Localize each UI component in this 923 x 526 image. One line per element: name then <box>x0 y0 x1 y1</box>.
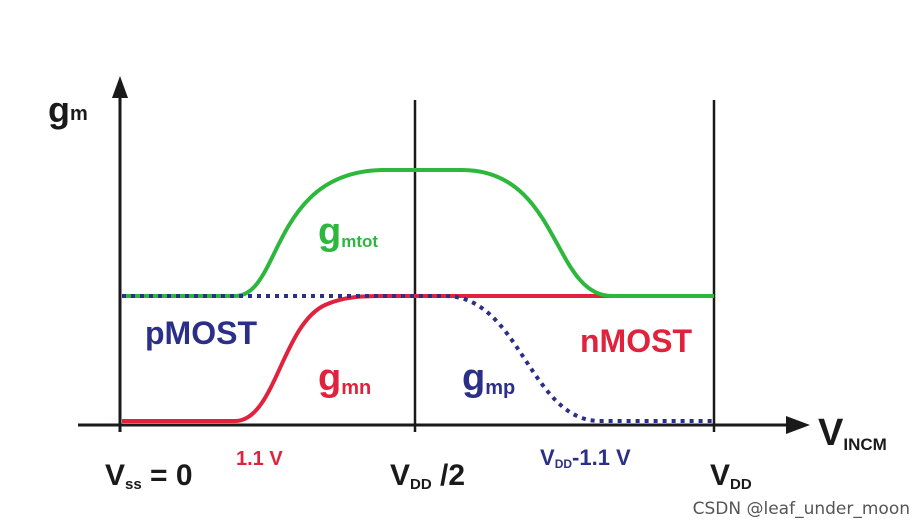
tick-vdd-minus-1-1v: VDD-1.1 V <box>540 445 631 471</box>
watermark: CSDN @leaf_under_moon <box>693 499 910 519</box>
gmtot-label-main: g <box>318 211 341 253</box>
tick-vdd-minus-sub: DD <box>555 457 573 471</box>
y-axis-label-main: g <box>48 89 70 130</box>
gmn-label-sub: mn <box>341 377 371 399</box>
x-axis-arrow-icon <box>786 416 810 434</box>
tick-vdd-sub: DD <box>730 476 752 493</box>
tick-vss-sub: ss <box>125 476 142 493</box>
gmtot-label-sub: mtot <box>341 232 378 251</box>
gmn-label-main: g <box>318 357 341 399</box>
x-axis-label: VINCM <box>818 412 887 454</box>
tick-vdd-main: V <box>710 459 730 492</box>
tick-vdd-half-sub: DD <box>410 476 432 493</box>
x-axis-label-main: V <box>818 412 844 454</box>
tick-vss-main: V <box>105 459 125 492</box>
tick-vss-rest: = 0 <box>142 459 193 492</box>
y-axis-label: gm <box>48 89 88 130</box>
y-axis-arrow-icon <box>112 76 128 98</box>
tick-1-1v: 1.1 V <box>236 448 283 470</box>
tick-vdd-half: VDD /2 <box>390 459 465 493</box>
tick-vdd-minus-main: V <box>540 445 555 470</box>
gmtot-curve <box>122 168 714 298</box>
gmp-label: gmp <box>462 357 515 399</box>
tick-vdd-half-rest: /2 <box>432 459 465 492</box>
tick-vss: Vss = 0 <box>105 459 193 493</box>
nmost-label: nMOST <box>580 323 692 359</box>
gmtot-label: gmtot <box>318 211 378 253</box>
gmn-label: gmn <box>318 357 371 399</box>
y-axis-label-sub: m <box>70 103 88 125</box>
gmp-label-main: g <box>462 357 485 399</box>
gmp-curve <box>122 294 714 423</box>
tick-vdd: VDD <box>710 459 752 493</box>
tick-vdd-half-main: V <box>390 459 410 492</box>
x-axis-label-sub: INCM <box>843 435 886 454</box>
gmp-label-sub: mp <box>485 377 515 399</box>
tick-vdd-minus-rest: -1.1 V <box>572 445 631 470</box>
pmost-label: pMOST <box>145 315 257 351</box>
